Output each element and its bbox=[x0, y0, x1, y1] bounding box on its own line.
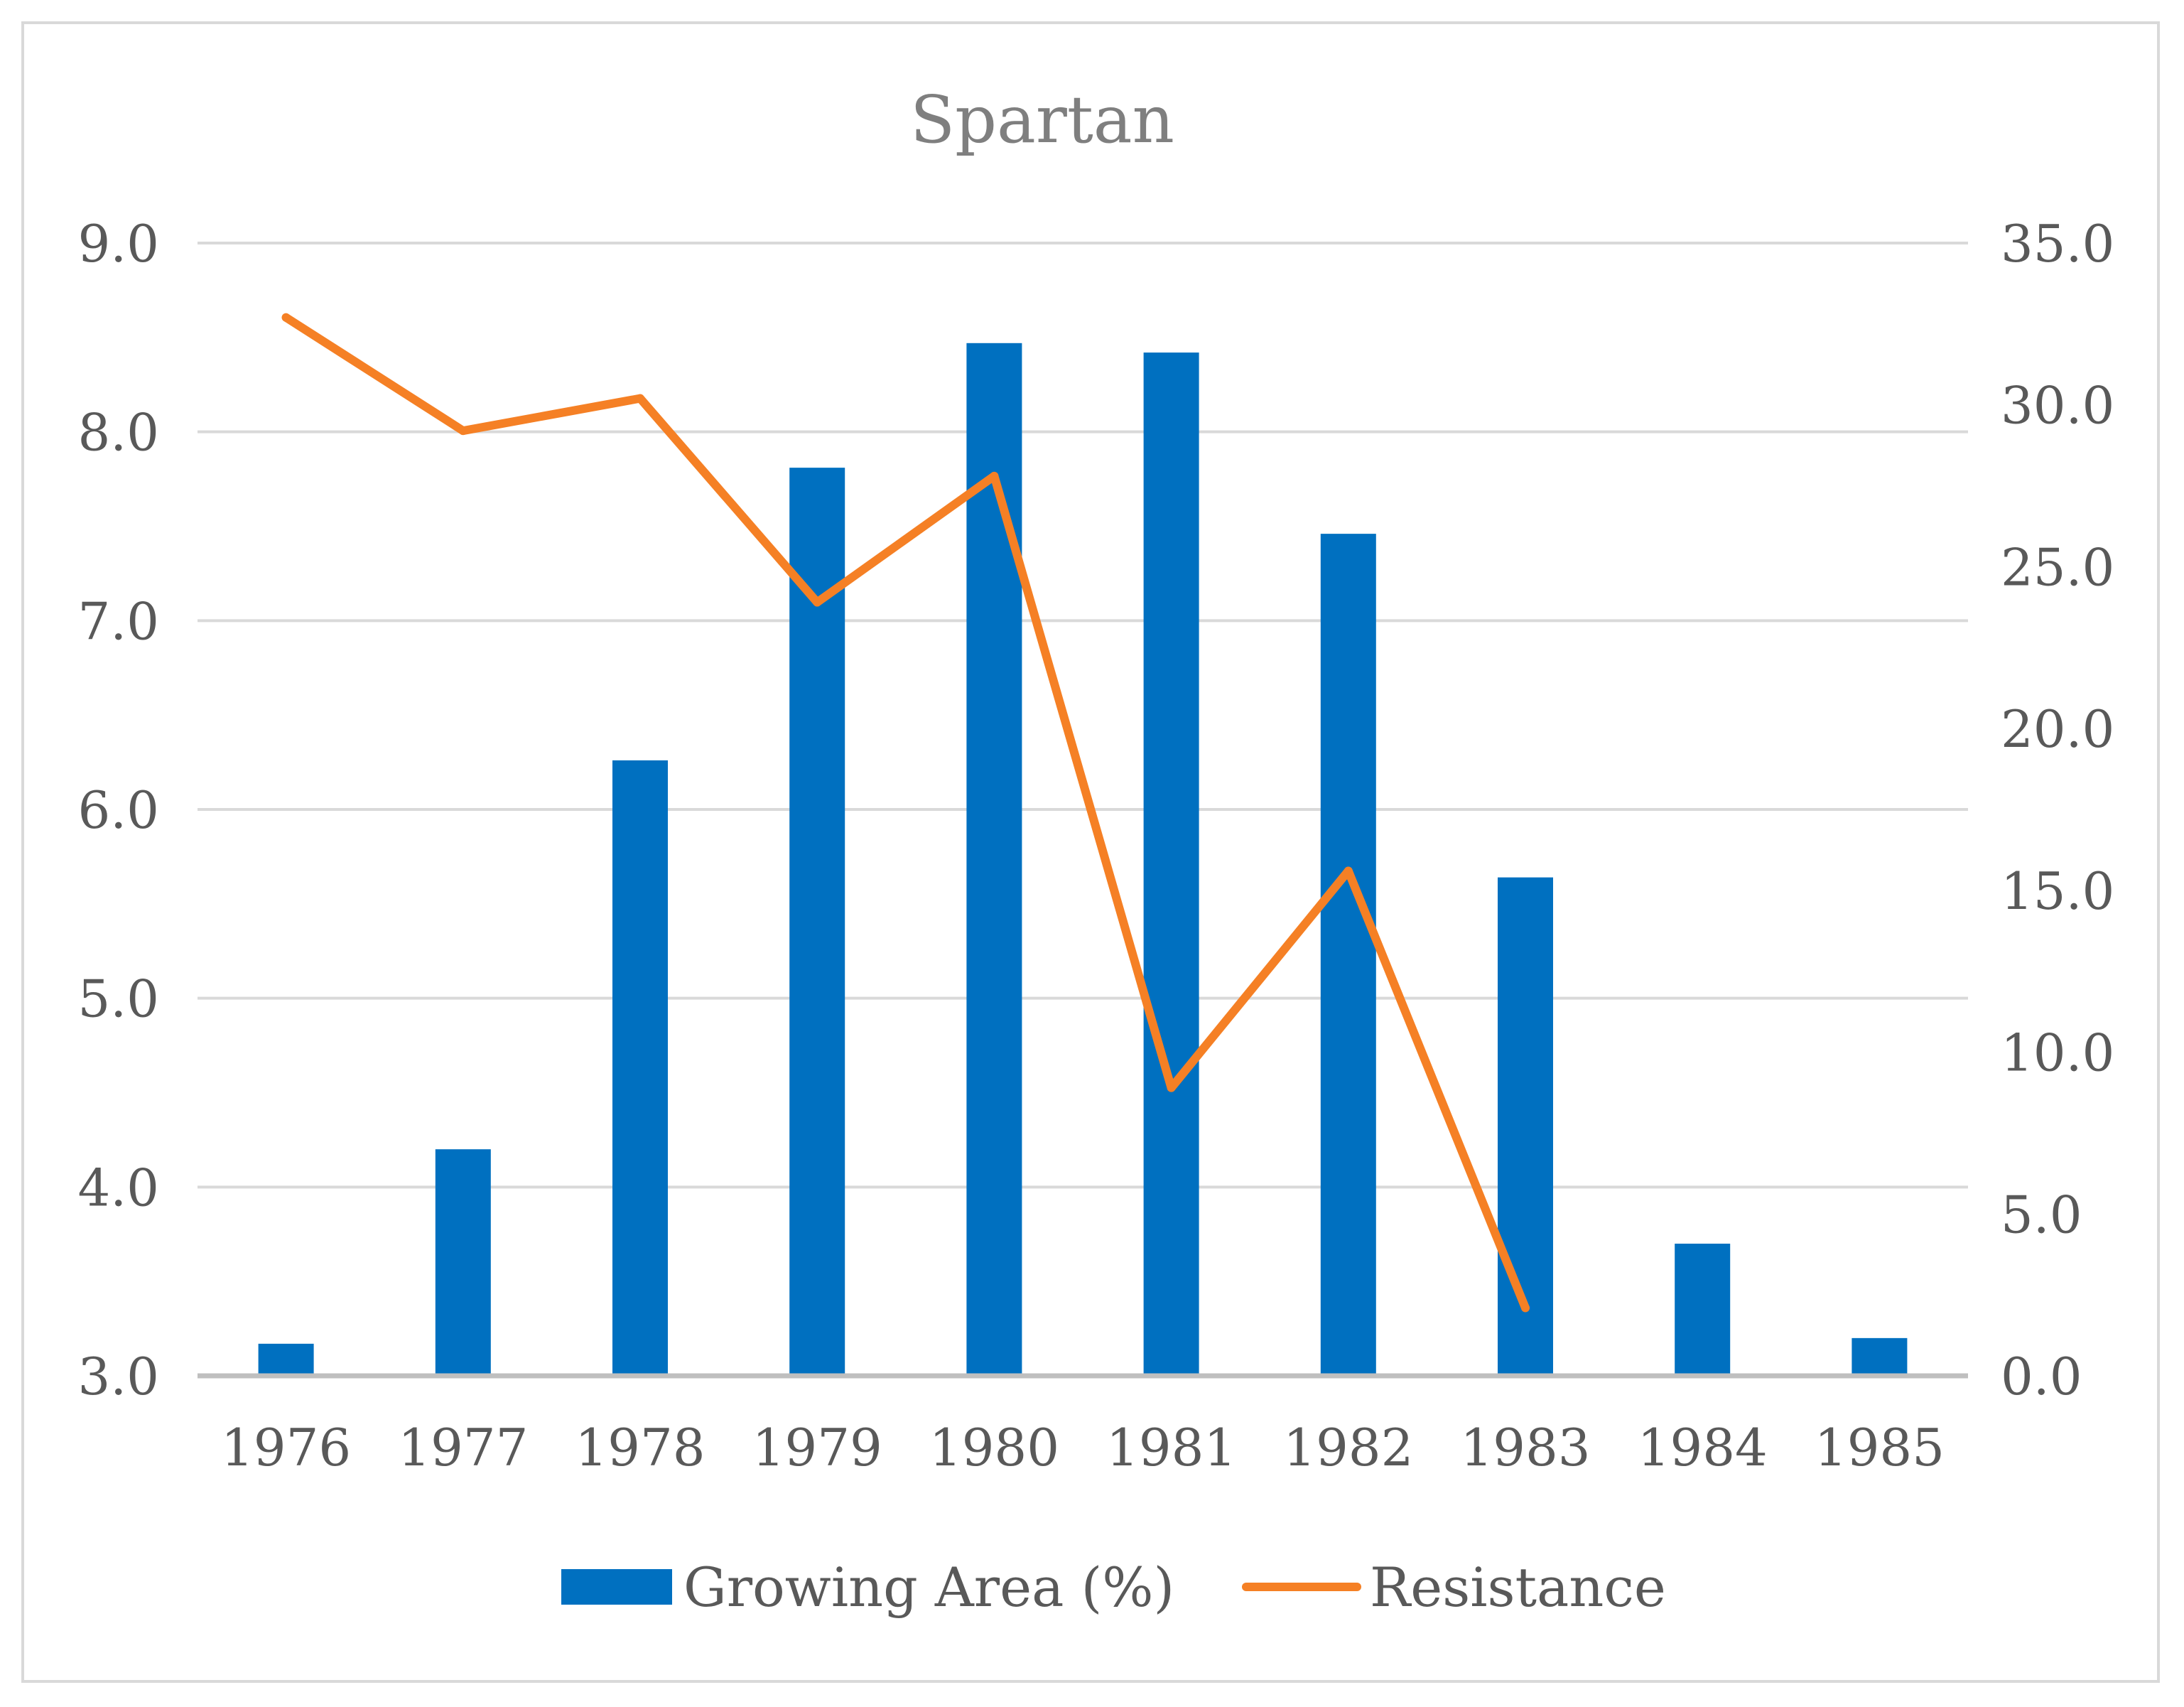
resistance-point-1979 bbox=[813, 598, 822, 607]
x-tick-label: 1981 bbox=[1106, 1418, 1236, 1477]
bar-1976 bbox=[258, 1343, 314, 1376]
x-tick-label: 1982 bbox=[1283, 1418, 1413, 1477]
resistance-point-1976 bbox=[281, 313, 291, 322]
x-tick-label: 1979 bbox=[752, 1418, 882, 1477]
resistance-point-1981 bbox=[1167, 1083, 1176, 1092]
right-tick-label: 10.0 bbox=[2001, 1023, 2114, 1083]
right-tick-label: 35.0 bbox=[2001, 214, 2114, 274]
resistance-point-1978 bbox=[636, 394, 644, 403]
left-tick-label: 4.0 bbox=[77, 1158, 159, 1217]
bar-1983 bbox=[1498, 877, 1553, 1376]
legend-swatch-growing-area bbox=[561, 1569, 672, 1605]
left-tick-label: 3.0 bbox=[77, 1347, 159, 1406]
left-axis-ticks: 3.0 4.0 5.0 6.0 7.0 8.0 9.0 bbox=[77, 214, 159, 1406]
left-tick-label: 5.0 bbox=[77, 969, 159, 1029]
x-tick-label: 1976 bbox=[221, 1418, 351, 1477]
left-tick-label: 6.0 bbox=[77, 780, 159, 840]
bar-1977 bbox=[435, 1149, 491, 1376]
bar-1979 bbox=[789, 468, 845, 1376]
right-tick-label: 20.0 bbox=[2001, 699, 2114, 759]
right-tick-label: 30.0 bbox=[2001, 376, 2114, 436]
resistance-line bbox=[281, 313, 1530, 1313]
legend-label-resistance: Resistance bbox=[1370, 1556, 1666, 1619]
bar-1980 bbox=[966, 343, 1022, 1376]
x-tick-label: 1980 bbox=[929, 1418, 1059, 1477]
chart-frame: Spartan 3.0 4.0 5.0 6.0 7.0 8.0 9.0 0.0 5.0 10.0… bbox=[21, 21, 2160, 1683]
legend: Growing Area (%) Resistance bbox=[561, 1556, 1666, 1619]
x-tick-label: 1983 bbox=[1460, 1418, 1590, 1477]
bar-1984 bbox=[1675, 1244, 1731, 1376]
legend-label-growing-area: Growing Area (%) bbox=[683, 1556, 1174, 1619]
line-series-resistance bbox=[281, 313, 1530, 1313]
gridlines bbox=[198, 242, 1968, 1189]
bar-1982 bbox=[1320, 534, 1376, 1376]
x-tick-label: 1985 bbox=[1815, 1418, 1945, 1477]
x-tick-label: 1977 bbox=[398, 1418, 528, 1477]
right-tick-label: 15.0 bbox=[2001, 861, 2114, 921]
right-tick-label: 0.0 bbox=[2001, 1347, 2082, 1406]
bar-series-growing-area bbox=[258, 343, 1908, 1376]
resistance-point-1983 bbox=[1521, 1303, 1530, 1313]
right-axis-ticks: 0.0 5.0 10.0 15.0 20.0 25.0 30.0 35.0 bbox=[2001, 214, 2114, 1406]
x-tick-label: 1984 bbox=[1638, 1418, 1768, 1477]
chart-canvas: Spartan 3.0 4.0 5.0 6.0 7.0 8.0 9.0 0.0 5.0 10.0… bbox=[77, 82, 2114, 1619]
right-tick-label: 25.0 bbox=[2001, 537, 2114, 597]
x-tick-label: 1978 bbox=[575, 1418, 705, 1477]
x-axis-ticks: 1976 1977 1978 1979 1980 1981 1982 1983 1984 1985 bbox=[221, 1418, 1945, 1477]
left-tick-label: 8.0 bbox=[77, 403, 159, 463]
bar-1985 bbox=[1851, 1337, 1908, 1376]
left-tick-label: 9.0 bbox=[77, 214, 159, 274]
chart-title: Spartan bbox=[910, 82, 1174, 158]
bar-1981 bbox=[1143, 352, 1199, 1376]
right-tick-label: 5.0 bbox=[2001, 1185, 2082, 1244]
resistance-point-1977 bbox=[458, 426, 467, 436]
bar-1978 bbox=[612, 760, 668, 1376]
resistance-point-1980 bbox=[990, 471, 999, 480]
resistance-point-1982 bbox=[1344, 866, 1353, 876]
left-tick-label: 7.0 bbox=[77, 591, 159, 651]
